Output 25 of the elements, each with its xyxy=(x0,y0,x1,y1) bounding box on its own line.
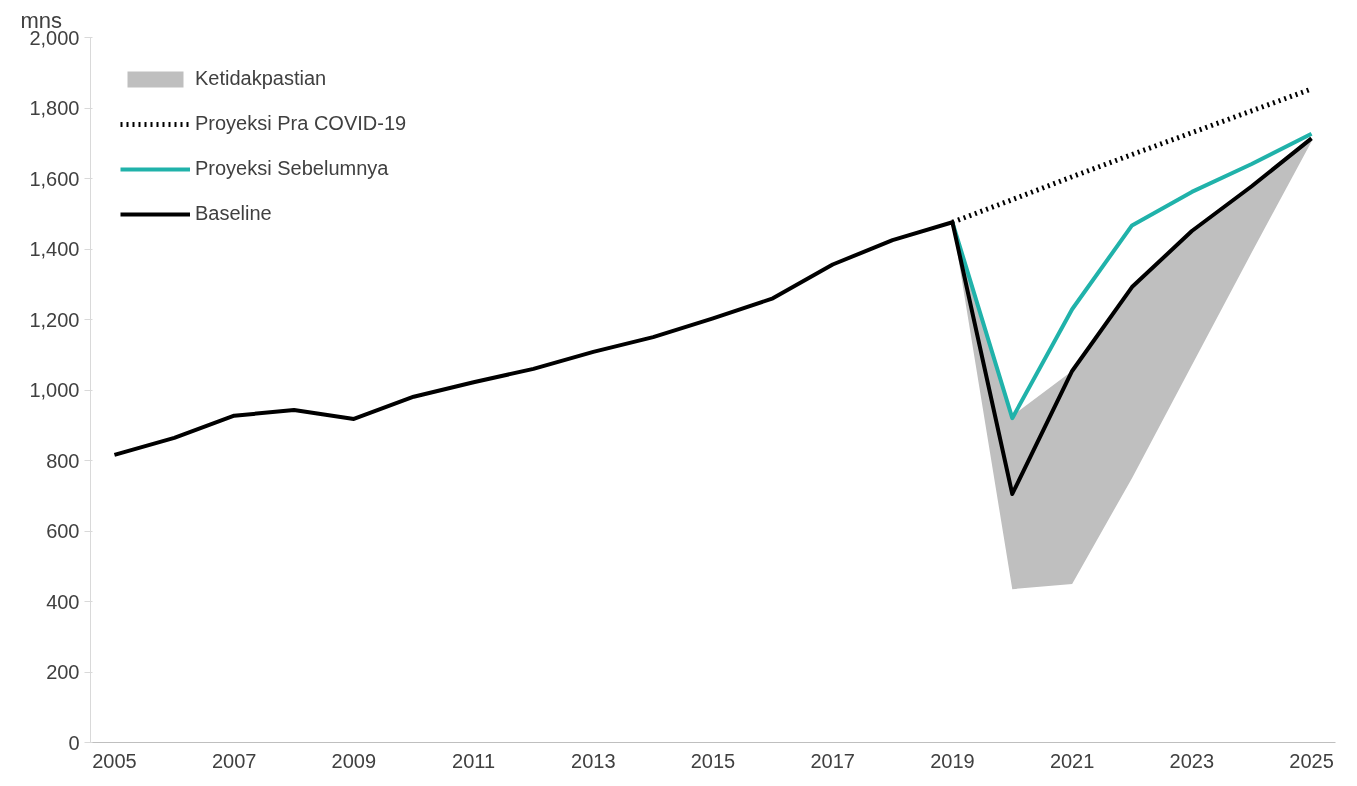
y-tick-label: 400 xyxy=(46,590,80,613)
y-tick-label: 1,000 xyxy=(29,379,80,401)
x-tick-label: 2017 xyxy=(810,749,855,772)
x-tick-label: 2025 xyxy=(1289,749,1334,772)
legend-label: Proyeksi Pra COVID-19 xyxy=(195,112,407,135)
y-tick-label: 1,600 xyxy=(29,167,80,190)
y-tick-label: 200 xyxy=(46,661,80,683)
x-tick-label: 2007 xyxy=(211,749,257,772)
x-tick-label: 2019 xyxy=(930,749,975,772)
x-tick-label: 2009 xyxy=(331,749,377,772)
x-tick-label: 2013 xyxy=(571,749,616,772)
legend-label: Proyeksi Sebelumnya xyxy=(195,157,389,180)
x-tick-label: 2021 xyxy=(1049,749,1095,772)
y-tick-label: 600 xyxy=(46,520,80,542)
y-tick-label: 1,200 xyxy=(29,308,80,331)
y-tick-label: 800 xyxy=(46,449,80,472)
legend-label: Baseline xyxy=(195,202,272,225)
y-tick-label: 1,800 xyxy=(29,97,80,119)
x-tick-label: 2015 xyxy=(690,749,736,772)
x-tick-label: 2023 xyxy=(1169,749,1215,772)
x-tick-label: 2005 xyxy=(92,749,137,772)
y-tick-label: 1,400 xyxy=(29,238,80,260)
y-tick-label: 0 xyxy=(68,731,80,754)
legend-label: Ketidakpastian xyxy=(195,67,327,90)
x-tick-label: 2011 xyxy=(452,749,496,772)
